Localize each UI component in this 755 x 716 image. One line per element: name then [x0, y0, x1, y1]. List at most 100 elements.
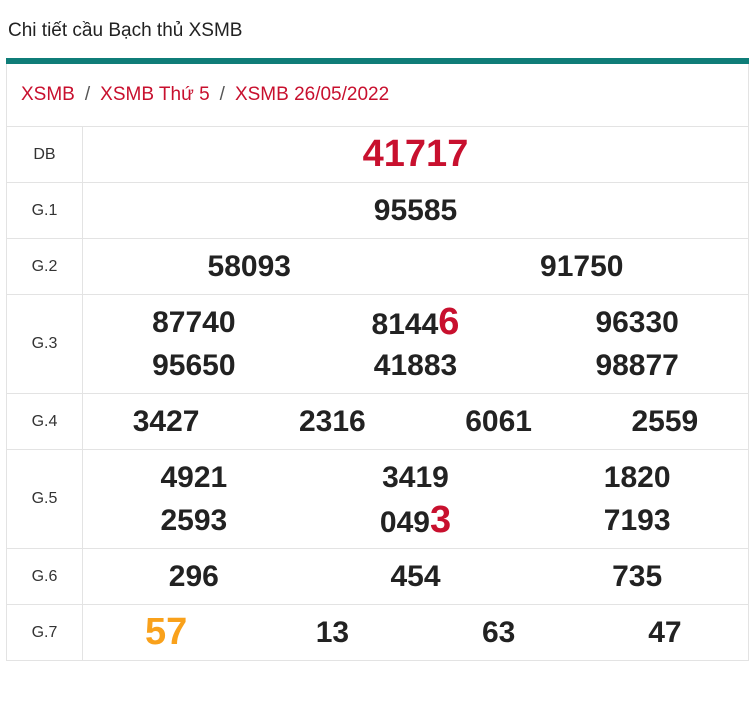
number-accent: 57	[144, 611, 188, 653]
prize-numbers: 3427 2316 6061 2559	[83, 394, 748, 449]
results-table: XSMB / XSMB Thứ 5 / XSMB 26/05/2022 DB 41717 G…	[6, 64, 749, 661]
number-accent: 3	[429, 499, 452, 541]
number-digits: 63	[481, 615, 516, 649]
prize-number: 2559	[582, 405, 748, 439]
prize-numbers: 95585	[83, 183, 748, 238]
title-bar	[6, 58, 749, 64]
number-digits: 2316	[299, 404, 366, 438]
prize-numbers: 296 454 735	[83, 549, 748, 604]
number-digits: 41883	[373, 348, 458, 382]
number-digits: 049	[379, 506, 430, 539]
number-line: 3427 2316 6061 2559	[83, 400, 748, 443]
breadcrumb-separator: /	[84, 84, 91, 105]
breadcrumb-link[interactable]: XSMB Thứ 5	[100, 84, 210, 105]
number-digits: 6061	[465, 404, 532, 438]
prize-number: 47	[582, 616, 748, 650]
number-digits: 1820	[603, 460, 671, 494]
prize-number: 0493	[305, 499, 527, 542]
prize-number: 1820	[526, 461, 748, 495]
number-line: 87740 81446 96330	[83, 301, 748, 344]
number-accent: 41717	[362, 133, 469, 175]
prize-label: G.2	[7, 239, 83, 294]
prize-number: 7193	[526, 504, 748, 538]
number-digits: 454	[390, 559, 441, 593]
number-digits: 98877	[595, 348, 679, 382]
prize-number: 454	[305, 560, 527, 594]
number-digits: 58093	[207, 249, 291, 283]
prize-number: 81446	[305, 301, 527, 344]
breadcrumb-separator: /	[219, 84, 225, 105]
number-line: 4921 3419 1820	[83, 456, 748, 499]
prize-number: 13	[249, 616, 415, 650]
prize-label: G.7	[7, 605, 83, 660]
number-digits: 13	[315, 615, 350, 649]
page-title: Chi tiết cầu Bạch thủ XSMB	[8, 20, 243, 41]
number-digits: 91750	[540, 249, 624, 283]
number-line: 57 13 63 47	[83, 611, 748, 654]
number-digits: 735	[612, 559, 663, 593]
prize-numbers: 87740 81446 96330 95650 41883 98877	[83, 295, 748, 393]
prize-row: G.6 296 454 735	[6, 549, 749, 605]
number-accent: 6	[438, 301, 460, 343]
prize-number: 3427	[83, 405, 249, 439]
prize-number: 3419	[305, 461, 527, 495]
prize-label: G.5	[7, 450, 83, 548]
prize-numbers: 41717	[83, 127, 748, 182]
number-digits: 87740	[152, 305, 236, 339]
prize-label: G.1	[7, 183, 83, 238]
prize-row: G.4 3427 2316 6061 2559	[6, 394, 749, 450]
breadcrumb: XSMB / XSMB Thứ 5 / XSMB 26/05/2022	[6, 64, 749, 127]
number-digits: 47	[648, 615, 682, 649]
prize-number: 41883	[305, 349, 527, 383]
prize-label: G.4	[7, 394, 83, 449]
prize-number: 58093	[83, 250, 416, 284]
number-digits: 3427	[132, 404, 200, 438]
number-digits: 296	[168, 559, 219, 593]
number-digits: 8144	[371, 308, 439, 341]
prize-number: 735	[526, 560, 748, 594]
prize-number: 6061	[416, 405, 582, 439]
number-digits: 95585	[373, 193, 458, 227]
prize-numbers: 57 13 63 47	[83, 605, 748, 660]
prize-label: G.6	[7, 549, 83, 604]
number-line: 2593 0493 7193	[83, 499, 748, 542]
prize-number: 98877	[526, 349, 748, 383]
prize-number: 296	[83, 560, 305, 594]
prize-row: G.7 57 13 63 47	[6, 605, 749, 661]
prize-number: 2593	[83, 504, 305, 538]
prize-numbers: 4921 3419 1820 2593 0493 7193	[83, 450, 748, 548]
prize-number: 57	[83, 611, 249, 654]
number-digits: 3419	[382, 460, 449, 494]
number-digits: 4921	[160, 460, 228, 494]
number-digits: 96330	[595, 305, 679, 339]
number-line: 41717	[83, 133, 748, 176]
number-line: 296 454 735	[83, 555, 748, 598]
prize-number: 41717	[83, 133, 748, 176]
prize-number: 96330	[526, 306, 748, 340]
prize-label: DB	[7, 127, 83, 182]
number-digits: 2559	[631, 404, 699, 438]
prize-row: G.3 87740 81446 96330 95650 41883 98877	[6, 295, 749, 394]
number-line: 95585	[83, 189, 748, 232]
number-line: 95650 41883 98877	[83, 344, 748, 387]
prize-row: G.5 4921 3419 1820 2593 0493 7193	[6, 450, 749, 549]
number-digits: 95650	[152, 348, 236, 382]
number-line: 58093 91750	[83, 245, 748, 288]
prize-number: 95585	[83, 194, 748, 228]
prize-numbers: 58093 91750	[83, 239, 748, 294]
prize-number: 87740	[83, 306, 305, 340]
breadcrumb-link[interactable]: XSMB	[21, 84, 75, 105]
number-digits: 2593	[160, 503, 228, 537]
prize-number: 2316	[249, 405, 415, 439]
prize-row: DB 41717	[6, 127, 749, 183]
prize-number: 4921	[83, 461, 305, 495]
number-digits: 7193	[603, 503, 671, 537]
prize-row: G.1 95585	[6, 183, 749, 239]
prize-label: G.3	[7, 295, 83, 393]
prize-row: G.2 58093 91750	[6, 239, 749, 295]
prize-number: 63	[416, 616, 582, 650]
prize-number: 95650	[83, 349, 305, 383]
breadcrumb-link[interactable]: XSMB 26/05/2022	[234, 84, 390, 105]
prize-number: 91750	[416, 250, 749, 284]
